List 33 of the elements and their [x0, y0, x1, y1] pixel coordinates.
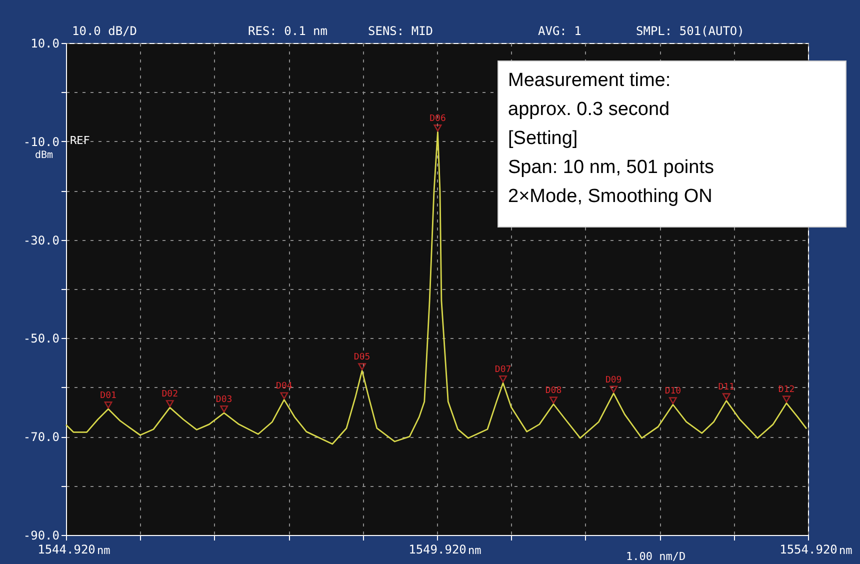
annotation: D10: [664, 386, 682, 397]
annotation: Measurement time: approx. 0.3 second [Setting] Span: 10 nm, 501 points 2×Mode, Smoothing ON: [508, 70, 714, 207]
x-tick-label: 1544.920: [38, 542, 96, 556]
annotation: D01: [100, 391, 116, 402]
annotation: D07: [494, 364, 512, 375]
y-tick-label: -10.0: [23, 134, 60, 149]
text: 10.0 dB/D: [72, 24, 138, 38]
annotation: REF: [70, 134, 90, 147]
x-tick-label: 1554.920: [780, 542, 838, 556]
y-tick-label: -30.0: [23, 233, 60, 248]
y-tick-label: -90.0: [23, 528, 60, 542]
text: RES: 0.1 nm: [248, 24, 328, 38]
text: SENS: MID: [368, 24, 434, 38]
text: SMPL: 501(AUTO): [636, 24, 744, 38]
y-tick-label: 10.0: [30, 36, 60, 50]
annotation: D09: [605, 375, 622, 386]
annotation: D05: [354, 352, 370, 363]
x-tick-label: 1549.920: [408, 542, 466, 556]
annotation: D06: [430, 114, 446, 124]
annotation: D03: [216, 394, 232, 405]
annotation: D11: [718, 382, 735, 393]
text: nm: [839, 544, 853, 557]
y-tick-label: -70.0: [23, 430, 60, 444]
text: nm: [97, 544, 111, 557]
annotation: D02: [162, 390, 178, 400]
annotation: D08: [545, 386, 562, 396]
text: 1.00 nm/D: [626, 550, 686, 563]
text: dBm: [34, 150, 54, 161]
annotation: D04: [276, 382, 292, 392]
text: nm: [468, 544, 482, 557]
y-tick-label: -50.0: [23, 332, 60, 346]
annotation: D12: [778, 385, 795, 396]
text: AVG: 1: [538, 24, 582, 38]
